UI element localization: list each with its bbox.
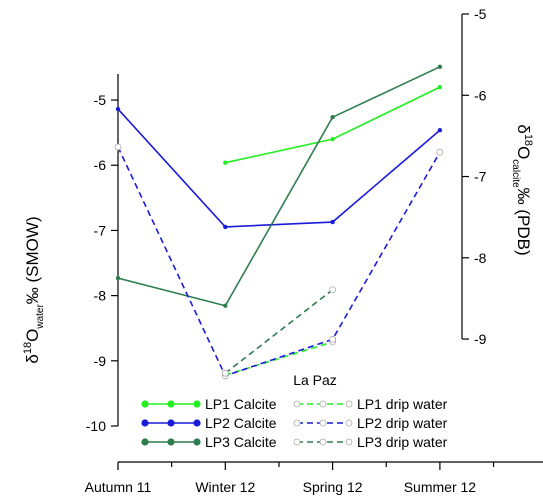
axis-label: δ18Ocalcite‰ (PDB) [510, 124, 534, 255]
legend-marker [167, 419, 175, 427]
series-line [117, 66, 441, 307]
data-point [329, 335, 337, 343]
legend-marker [193, 419, 201, 427]
data-point [330, 136, 335, 142]
y2-tick-label: -6 [474, 87, 487, 103]
legend-marker [167, 400, 175, 408]
axis-label: δ18Owater‰ (SMOW) [22, 216, 46, 363]
y2-tick-label: -9 [474, 331, 487, 347]
y2-tick-label: -5 [474, 6, 487, 22]
legend-marker [141, 400, 149, 408]
y2-tick-label: -8 [474, 250, 487, 266]
legend-marker [167, 438, 175, 446]
data-point [223, 160, 228, 165]
data-point [114, 143, 122, 151]
x-tick-label: Autumn 11 [85, 479, 152, 495]
data-point [221, 369, 229, 377]
y-tick-label: -8 [94, 288, 107, 304]
legend-marker [141, 438, 149, 446]
legend-marker [193, 438, 201, 446]
legend-marker [345, 419, 353, 427]
series-line [225, 86, 441, 164]
y-tick-label: -9 [94, 353, 107, 369]
data-point [329, 286, 337, 294]
axis-label-part: 18 [22, 342, 34, 354]
axis-label-part: O [514, 146, 533, 159]
axis-label-part: water [35, 304, 46, 330]
legend-marker [293, 400, 301, 408]
legend-marker [193, 400, 201, 408]
axis-label-part: δ [23, 354, 42, 363]
x-tick-label: Spring 12 [303, 479, 363, 495]
legend-label: LP1 drip water [357, 396, 448, 412]
legend-marker [319, 419, 327, 427]
data-point [115, 106, 121, 112]
series-line [225, 341, 333, 376]
legend-marker [345, 438, 353, 446]
data-point [115, 275, 121, 281]
legend-label: LP2 Calcite [205, 415, 277, 431]
axis-label-part: 18 [522, 134, 534, 146]
data-point [330, 115, 335, 120]
y-tick-label: -5 [94, 92, 107, 108]
data-point [437, 128, 443, 133]
legend-label: LP3 Calcite [205, 434, 277, 450]
y-tick-label: -6 [94, 157, 107, 173]
legend-marker [345, 400, 353, 408]
legend-title: La Paz [293, 372, 337, 388]
data-point [437, 64, 443, 70]
legend-marker [319, 438, 327, 446]
axis-label-part: O [23, 329, 42, 342]
x-tick-label: Winter 12 [195, 479, 255, 495]
data-point [437, 84, 443, 90]
x-tick-label: Summer 12 [404, 479, 477, 495]
data-point [223, 303, 228, 308]
series-line [224, 289, 334, 374]
series-line [117, 108, 441, 228]
axis-label-part: ‰ (PDB) [514, 188, 533, 256]
legend-marker [293, 438, 301, 446]
legend-label: LP2 drip water [357, 415, 448, 431]
data-point [436, 148, 444, 156]
legend-marker [319, 400, 327, 408]
y-tick-label: -7 [94, 222, 107, 238]
legend-marker [141, 419, 149, 427]
axis-label-part: ‰ (SMOW) [23, 216, 42, 304]
data-point [330, 219, 335, 225]
data-point [223, 224, 228, 230]
series-line [117, 146, 441, 377]
axis-label-part: calcite [510, 159, 521, 188]
axis-label-part: δ [514, 124, 533, 133]
legend-marker [293, 419, 301, 427]
y-tick-label: -10 [86, 418, 106, 434]
y2-tick-label: -7 [474, 169, 487, 185]
legend-label: LP1 Calcite [205, 396, 277, 412]
legend-label: LP3 drip water [357, 434, 448, 450]
